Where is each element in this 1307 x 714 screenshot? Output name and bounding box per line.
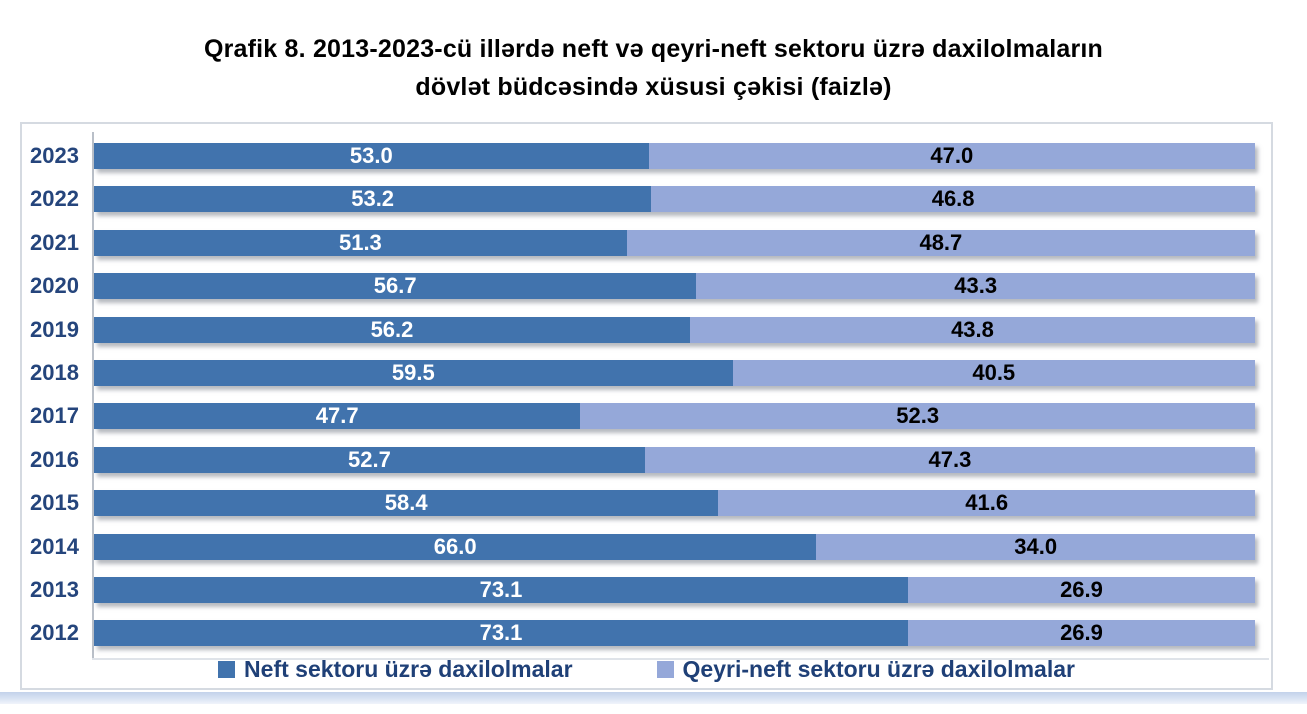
category-axis-line xyxy=(92,132,94,659)
stacked-bar: 47.7 52.3 xyxy=(94,403,1255,430)
year-label: 2014 xyxy=(30,533,79,559)
stacked-bar: 52.7 47.3 xyxy=(94,446,1255,473)
non-oil-segment: 47.3 xyxy=(644,446,1255,473)
legend: Neft sektoru üzrə daxilolmalar Qeyri-neft… xyxy=(22,656,1271,683)
bar-row-2018: 2018 59.5 40.5 xyxy=(22,360,1271,386)
stacked-bar: 53.2 46.8 xyxy=(94,186,1255,213)
bar-row-2015: 2015 58.4 41.6 xyxy=(22,490,1271,517)
legend-swatch-icon xyxy=(218,661,236,678)
bar-row-2016: 2016 52.7 47.3 xyxy=(22,446,1271,473)
non-oil-segment: 46.8 xyxy=(651,186,1255,213)
non-oil-segment: 40.5 xyxy=(732,360,1255,386)
bar-row-2023: 2023 53.0 47.0 xyxy=(22,143,1271,169)
year-label: 2017 xyxy=(30,403,79,429)
legend-item-oil: Neft sektoru üzrə daxilolmalar xyxy=(218,656,573,683)
stacked-bar: 59.5 40.5 xyxy=(94,360,1255,386)
chart-title-line-1: Qrafik 8. 2013-2023-cü illərdə neft və q… xyxy=(203,35,1104,63)
oil-segment: 73.1 xyxy=(94,620,908,647)
chart-area: 2023 53.0 47.0 2022 53.2 46.8 2021 51.3 48.7 2020… xyxy=(20,122,1273,690)
bar-row-2013: 2013 73.1 26.9 xyxy=(22,577,1271,603)
non-oil-segment: 43.8 xyxy=(689,316,1255,343)
non-oil-segment: 52.3 xyxy=(580,403,1255,430)
year-label: 2020 xyxy=(30,273,79,299)
stacked-bar: 73.1 26.9 xyxy=(94,577,1255,603)
oil-segment: 53.0 xyxy=(94,143,649,169)
chart-title: Qrafik 8. 2013-2023-cü illərdə neft və q… xyxy=(0,30,1307,106)
year-label: 2015 xyxy=(30,490,79,516)
stacked-bar: 56.7 43.3 xyxy=(94,273,1255,300)
bar-row-2020: 2020 56.7 43.3 xyxy=(22,273,1271,300)
legend-label: Neft sektoru üzrə daxilolmalar xyxy=(244,656,573,682)
bar-row-2012: 2012 73.1 26.9 xyxy=(22,620,1271,647)
year-label: 2016 xyxy=(30,446,79,472)
stacked-bar: 56.2 43.8 xyxy=(94,316,1255,343)
oil-segment: 51.3 xyxy=(94,229,627,256)
oil-segment: 58.4 xyxy=(94,490,719,517)
stacked-bar: 66.0 34.0 xyxy=(94,533,1255,560)
chart-title-line-2: dövlət büdcəsində xüsusi çəkisi (faizlə) xyxy=(415,73,892,101)
oil-segment: 52.7 xyxy=(94,446,645,473)
oil-segment: 73.1 xyxy=(94,577,908,603)
oil-segment: 59.5 xyxy=(94,360,733,386)
oil-segment: 47.7 xyxy=(94,403,581,430)
legend-item-non-oil: Qeyri-neft sektoru üzrə daxilolmalar xyxy=(656,656,1075,683)
non-oil-segment: 26.9 xyxy=(907,620,1255,647)
bar-row-2017: 2017 47.7 52.3 xyxy=(22,403,1271,430)
non-oil-segment: 41.6 xyxy=(718,490,1255,517)
year-label: 2019 xyxy=(30,316,79,342)
bar-row-2014: 2014 66.0 34.0 xyxy=(22,533,1271,560)
value-axis-baseline xyxy=(92,658,1269,660)
non-oil-segment: 26.9 xyxy=(907,577,1255,603)
year-label: 2023 xyxy=(30,143,79,168)
oil-segment: 53.2 xyxy=(94,186,652,213)
legend-label: Qeyri-neft sektoru üzrə daxilolmalar xyxy=(682,656,1075,682)
oil-segment: 56.2 xyxy=(94,316,690,343)
stacked-bar: 58.4 41.6 xyxy=(94,490,1255,517)
year-label: 2021 xyxy=(30,229,79,255)
oil-segment: 66.0 xyxy=(94,533,817,560)
stacked-bar: 53.0 47.0 xyxy=(94,143,1255,169)
bar-row-2019: 2019 56.2 43.8 xyxy=(22,316,1271,343)
non-oil-segment: 34.0 xyxy=(816,533,1255,560)
year-label: 2012 xyxy=(30,620,79,646)
year-label: 2018 xyxy=(30,360,79,385)
non-oil-segment: 47.0 xyxy=(648,143,1255,169)
year-label: 2013 xyxy=(30,577,79,602)
bar-row-2022: 2022 53.2 46.8 xyxy=(22,186,1271,213)
non-oil-segment: 43.3 xyxy=(696,273,1255,300)
oil-segment: 56.7 xyxy=(94,273,697,300)
bar-row-2021: 2021 51.3 48.7 xyxy=(22,229,1271,256)
year-label: 2022 xyxy=(30,186,79,212)
legend-swatch-icon xyxy=(656,661,674,678)
bottom-divider-band xyxy=(0,692,1307,704)
non-oil-segment: 48.7 xyxy=(626,229,1255,256)
stacked-bar: 73.1 26.9 xyxy=(94,620,1255,647)
stacked-bar: 51.3 48.7 xyxy=(94,229,1255,256)
